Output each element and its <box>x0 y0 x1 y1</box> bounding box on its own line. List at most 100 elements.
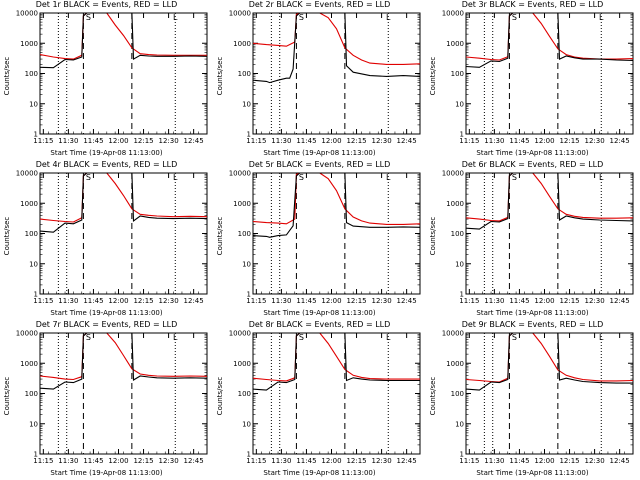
x-tick-label: 12:45 <box>610 137 630 145</box>
panel-plot: 1 10 100 1000 10000 11:15 11:30 11:45 12:00 12:15… <box>442 170 634 305</box>
y-tick-label: 10000 <box>229 170 251 178</box>
y-tick-label: 10000 <box>442 330 464 338</box>
y-tick-label: 10 <box>29 100 38 108</box>
y-axis-title: Counts/sec <box>3 56 11 96</box>
x-tick-label: 11:45 <box>296 297 316 305</box>
x-tick-label: 12:15 <box>346 457 366 465</box>
marker-label: S <box>86 13 91 22</box>
x-tick-label: 11:30 <box>484 457 504 465</box>
x-tick-label: 11:15 <box>33 297 53 305</box>
detector-panel-8: 1 10 100 1000 10000 11:15 11:30 11:45 12:00 12:15… <box>213 320 426 480</box>
y-tick-label: 10 <box>455 260 464 268</box>
x-tick-label: 11:15 <box>459 457 479 465</box>
marker-label: S <box>299 173 304 182</box>
series-line-red <box>40 173 207 223</box>
y-tick-label: 1 <box>460 451 464 459</box>
marker-label: L <box>386 333 391 342</box>
x-tick-label: 12:15 <box>559 297 579 305</box>
y-tick-label: 100 <box>451 70 464 78</box>
y-tick-label: 10 <box>242 100 251 108</box>
y-tick-label: 10 <box>242 260 251 268</box>
x-tick-label: 12:00 <box>534 137 554 145</box>
series-line-red <box>253 333 420 382</box>
x-tick-label: 11:30 <box>58 137 78 145</box>
x-tick-label: 11:45 <box>296 137 316 145</box>
series-line-black <box>466 13 633 68</box>
marker-label: S <box>86 173 91 182</box>
x-tick-label: 12:00 <box>534 457 554 465</box>
panel-plot: 1 10 100 1000 10000 11:15 11:30 11:45 12:00 12:15… <box>16 170 208 305</box>
y-tick-label: 10 <box>29 420 38 428</box>
x-tick-label: 12:30 <box>584 297 604 305</box>
x-tick-label: 12:00 <box>108 137 128 145</box>
x-tick-label: 12:30 <box>158 137 178 145</box>
x-tick-label: 12:45 <box>397 137 417 145</box>
panel-title: Det 1r BLACK = Events, RED = LLD <box>35 0 178 9</box>
panel-title: Det 2r BLACK = Events, RED = LLD <box>248 0 391 9</box>
x-tick-label: 11:45 <box>83 137 103 145</box>
x-tick-label: 12:00 <box>321 297 341 305</box>
series-line-red <box>253 173 420 225</box>
y-tick-label: 1000 <box>233 40 251 48</box>
x-axis-title: Start Time (19-Apr-08 11:13:00) <box>476 149 589 157</box>
x-tick-label: 11:15 <box>246 457 266 465</box>
y-tick-label: 100 <box>238 390 251 398</box>
x-tick-label: 11:30 <box>58 297 78 305</box>
marker-label: S <box>512 173 517 182</box>
y-tick-label: 1000 <box>233 200 251 208</box>
plot-frame <box>465 12 634 135</box>
y-tick-label: 10000 <box>442 10 464 18</box>
series-line-red <box>466 333 633 383</box>
y-tick-label: 100 <box>25 70 38 78</box>
x-tick-label: 12:30 <box>371 457 391 465</box>
y-tick-label: 1 <box>460 131 464 139</box>
detector-panel-4: 1 10 100 1000 10000 11:15 11:30 11:45 12:00 12:15… <box>0 160 213 320</box>
panel-title: Det 8r BLACK = Events, RED = LLD <box>248 320 391 329</box>
x-tick-label: 12:45 <box>397 457 417 465</box>
detector-panel-2: 1 10 100 1000 10000 11:15 11:30 11:45 12:00 12:15… <box>213 0 426 160</box>
marker-label: S <box>299 13 304 22</box>
x-tick-label: 11:30 <box>271 137 291 145</box>
panel-plot: 1 10 100 1000 10000 11:15 11:30 11:45 12:00 12:15… <box>229 330 421 465</box>
x-tick-label: 11:45 <box>509 457 529 465</box>
y-tick-label: 1000 <box>446 360 464 368</box>
x-axis-title: Start Time (19-Apr-08 11:13:00) <box>263 309 376 317</box>
x-tick-label: 12:15 <box>559 457 579 465</box>
y-axis-title: Counts/sec <box>216 376 224 416</box>
x-tick-label: 12:00 <box>321 457 341 465</box>
x-tick-label: 11:45 <box>509 137 529 145</box>
plot-frame <box>465 172 634 295</box>
x-tick-label: 12:45 <box>184 137 204 145</box>
panel-plot: 1 10 100 1000 10000 11:15 11:30 11:45 12:00 12:15… <box>442 330 634 465</box>
marker-label: S <box>86 333 91 342</box>
y-tick-label: 10 <box>455 100 464 108</box>
x-tick-label: 11:45 <box>296 457 316 465</box>
series-line-black <box>466 333 633 391</box>
x-tick-label: 12:30 <box>158 297 178 305</box>
series-line-black <box>40 333 207 390</box>
plot-frame <box>39 172 208 295</box>
y-tick-label: 1 <box>247 451 251 459</box>
y-tick-label: 1 <box>34 451 38 459</box>
panel-title: Det 5r BLACK = Events, RED = LLD <box>248 160 391 169</box>
x-tick-label: 12:00 <box>321 137 341 145</box>
marker-label: S <box>299 333 304 342</box>
marker-label: S <box>512 333 517 342</box>
y-tick-label: 1 <box>247 291 251 299</box>
panel-plot: 1 10 100 1000 10000 11:15 11:30 11:45 12:00 12:15… <box>16 330 208 465</box>
x-axis-title: Start Time (19-Apr-08 11:13:00) <box>476 309 589 317</box>
series-line-red <box>40 13 207 60</box>
detector-panel-9: 1 10 100 1000 10000 11:15 11:30 11:45 12:00 12:15… <box>426 320 639 480</box>
detector-panel-1: 1 10 100 1000 10000 11:15 11:30 11:45 12:00 12:15… <box>0 0 213 160</box>
x-tick-label: 12:45 <box>184 297 204 305</box>
x-axis-title: Start Time (19-Apr-08 11:13:00) <box>50 469 163 477</box>
y-tick-label: 1000 <box>233 360 251 368</box>
y-tick-label: 100 <box>25 390 38 398</box>
series-line-black <box>253 173 420 238</box>
x-tick-label: 12:30 <box>584 457 604 465</box>
x-tick-label: 11:30 <box>271 457 291 465</box>
y-axis-title: Counts/sec <box>3 216 11 256</box>
y-tick-label: 1000 <box>446 40 464 48</box>
panel-plot: 1 10 100 1000 10000 11:15 11:30 11:45 12:00 12:15… <box>16 10 208 145</box>
y-tick-label: 1000 <box>20 40 38 48</box>
